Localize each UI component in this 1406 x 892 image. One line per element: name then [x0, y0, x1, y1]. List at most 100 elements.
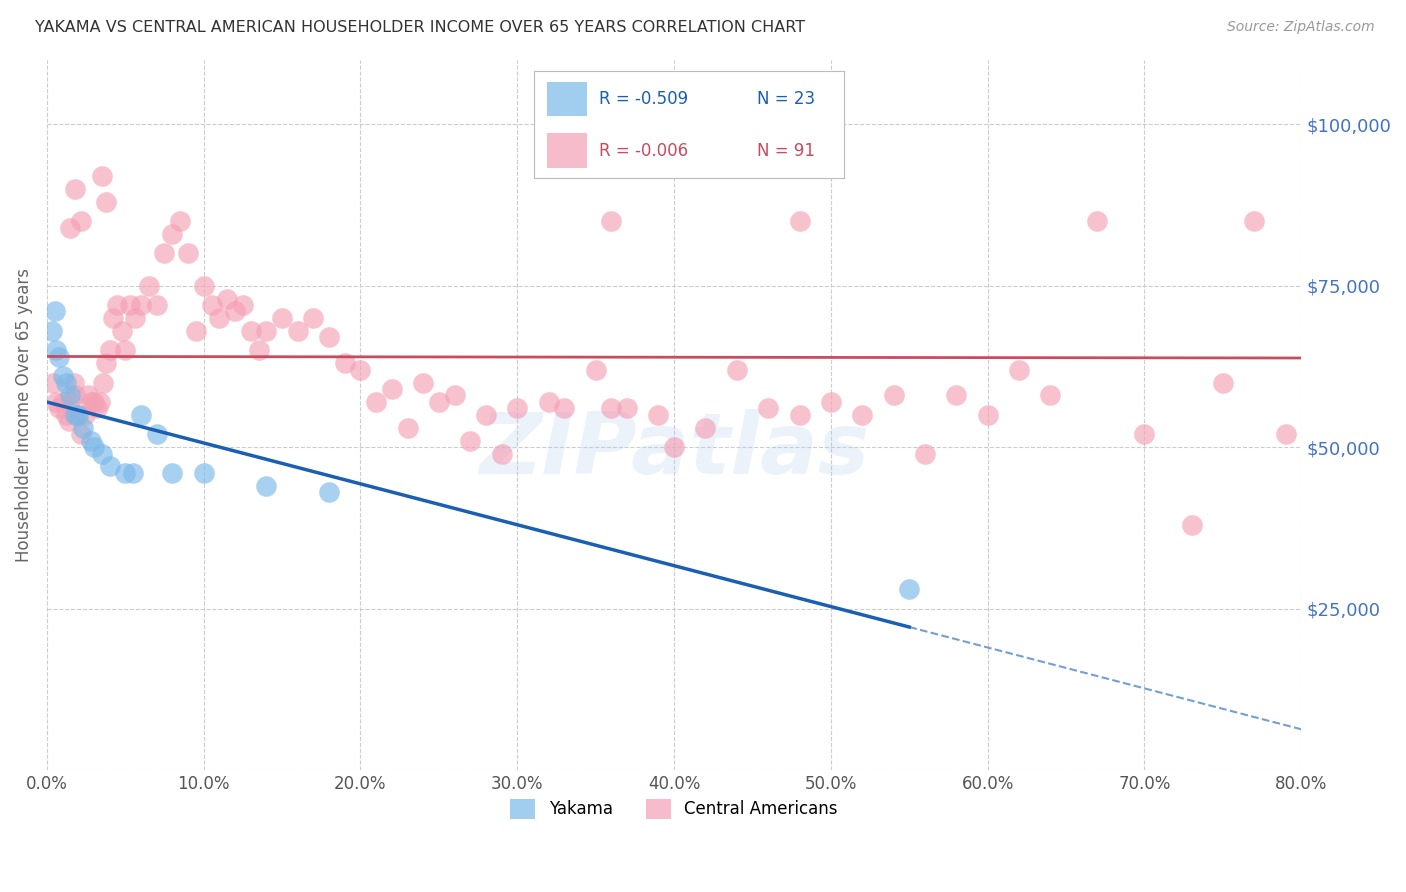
- Point: [44, 304, 66, 318]
- Point: [491, 446, 513, 460]
- Point: [41, 324, 63, 338]
- Point: [287, 324, 309, 338]
- Text: R = -0.509: R = -0.509: [599, 90, 689, 108]
- Point: [883, 388, 905, 402]
- Point: [63, 182, 86, 196]
- Point: [107, 298, 129, 312]
- Point: [506, 401, 529, 416]
- Point: [145, 427, 167, 442]
- Point: [70, 214, 93, 228]
- Point: [193, 466, 215, 480]
- Point: [1180, 517, 1202, 532]
- Point: [76, 388, 98, 402]
- Point: [177, 246, 200, 260]
- Point: [553, 401, 575, 416]
- Point: [945, 388, 967, 402]
- Point: [114, 343, 136, 358]
- Point: [427, 395, 450, 409]
- Point: [52, 395, 75, 409]
- Point: [976, 408, 998, 422]
- Point: [200, 298, 222, 312]
- Point: [208, 310, 231, 325]
- Point: [396, 421, 419, 435]
- Point: [820, 395, 842, 409]
- Point: [122, 466, 145, 480]
- Text: YAKAMA VS CENTRAL AMERICAN HOUSEHOLDER INCOME OVER 65 YEARS CORRELATION CHART: YAKAMA VS CENTRAL AMERICAN HOUSEHOLDER I…: [35, 20, 806, 35]
- Point: [600, 214, 623, 228]
- Point: [96, 194, 118, 209]
- Point: [443, 388, 465, 402]
- Point: [58, 414, 80, 428]
- Point: [45, 343, 67, 358]
- Point: [42, 376, 65, 390]
- Point: [80, 395, 103, 409]
- Point: [96, 356, 118, 370]
- Point: [138, 278, 160, 293]
- Point: [254, 479, 277, 493]
- Point: [458, 434, 481, 448]
- Point: [254, 324, 277, 338]
- Point: [647, 408, 669, 422]
- Text: R = -0.006: R = -0.006: [599, 142, 689, 160]
- Point: [349, 362, 371, 376]
- Point: [86, 401, 108, 416]
- Point: [789, 408, 811, 422]
- Point: [59, 395, 82, 409]
- Point: [756, 401, 779, 416]
- Text: Source: ZipAtlas.com: Source: ZipAtlas.com: [1227, 20, 1375, 34]
- Point: [1274, 427, 1296, 442]
- Point: [62, 376, 84, 390]
- Point: [318, 485, 340, 500]
- Point: [600, 401, 623, 416]
- Point: [129, 408, 152, 422]
- Point: [67, 408, 90, 422]
- Text: N = 91: N = 91: [756, 142, 815, 160]
- Point: [124, 310, 146, 325]
- Point: [184, 324, 207, 338]
- Text: N = 23: N = 23: [756, 90, 815, 108]
- Point: [90, 446, 112, 460]
- Point: [118, 298, 141, 312]
- Point: [1133, 427, 1156, 442]
- Point: [83, 395, 105, 409]
- Point: [851, 408, 873, 422]
- Point: [162, 227, 184, 241]
- Point: [695, 421, 717, 435]
- Point: [1212, 376, 1234, 390]
- Point: [45, 395, 67, 409]
- Point: [52, 369, 75, 384]
- Point: [72, 421, 94, 435]
- Point: [83, 440, 105, 454]
- Point: [193, 278, 215, 293]
- Point: [162, 466, 184, 480]
- Point: [537, 395, 560, 409]
- Point: [239, 324, 262, 338]
- Point: [898, 582, 921, 597]
- Point: [91, 376, 114, 390]
- Point: [67, 408, 90, 422]
- Bar: [547, 134, 586, 168]
- Point: [247, 343, 270, 358]
- Point: [153, 246, 176, 260]
- Point: [55, 408, 77, 422]
- Point: [662, 440, 685, 454]
- Point: [145, 298, 167, 312]
- Point: [1243, 214, 1265, 228]
- Point: [129, 298, 152, 312]
- Point: [98, 343, 121, 358]
- Point: [475, 408, 498, 422]
- Point: [70, 427, 93, 442]
- Point: [217, 292, 239, 306]
- Point: [59, 388, 82, 402]
- Point: [98, 459, 121, 474]
- Point: [381, 382, 404, 396]
- Point: [914, 446, 936, 460]
- Point: [224, 304, 246, 318]
- Point: [585, 362, 607, 376]
- Point: [366, 395, 388, 409]
- Point: [73, 408, 96, 422]
- Point: [55, 376, 77, 390]
- Point: [1008, 362, 1031, 376]
- Point: [725, 362, 748, 376]
- Point: [169, 214, 191, 228]
